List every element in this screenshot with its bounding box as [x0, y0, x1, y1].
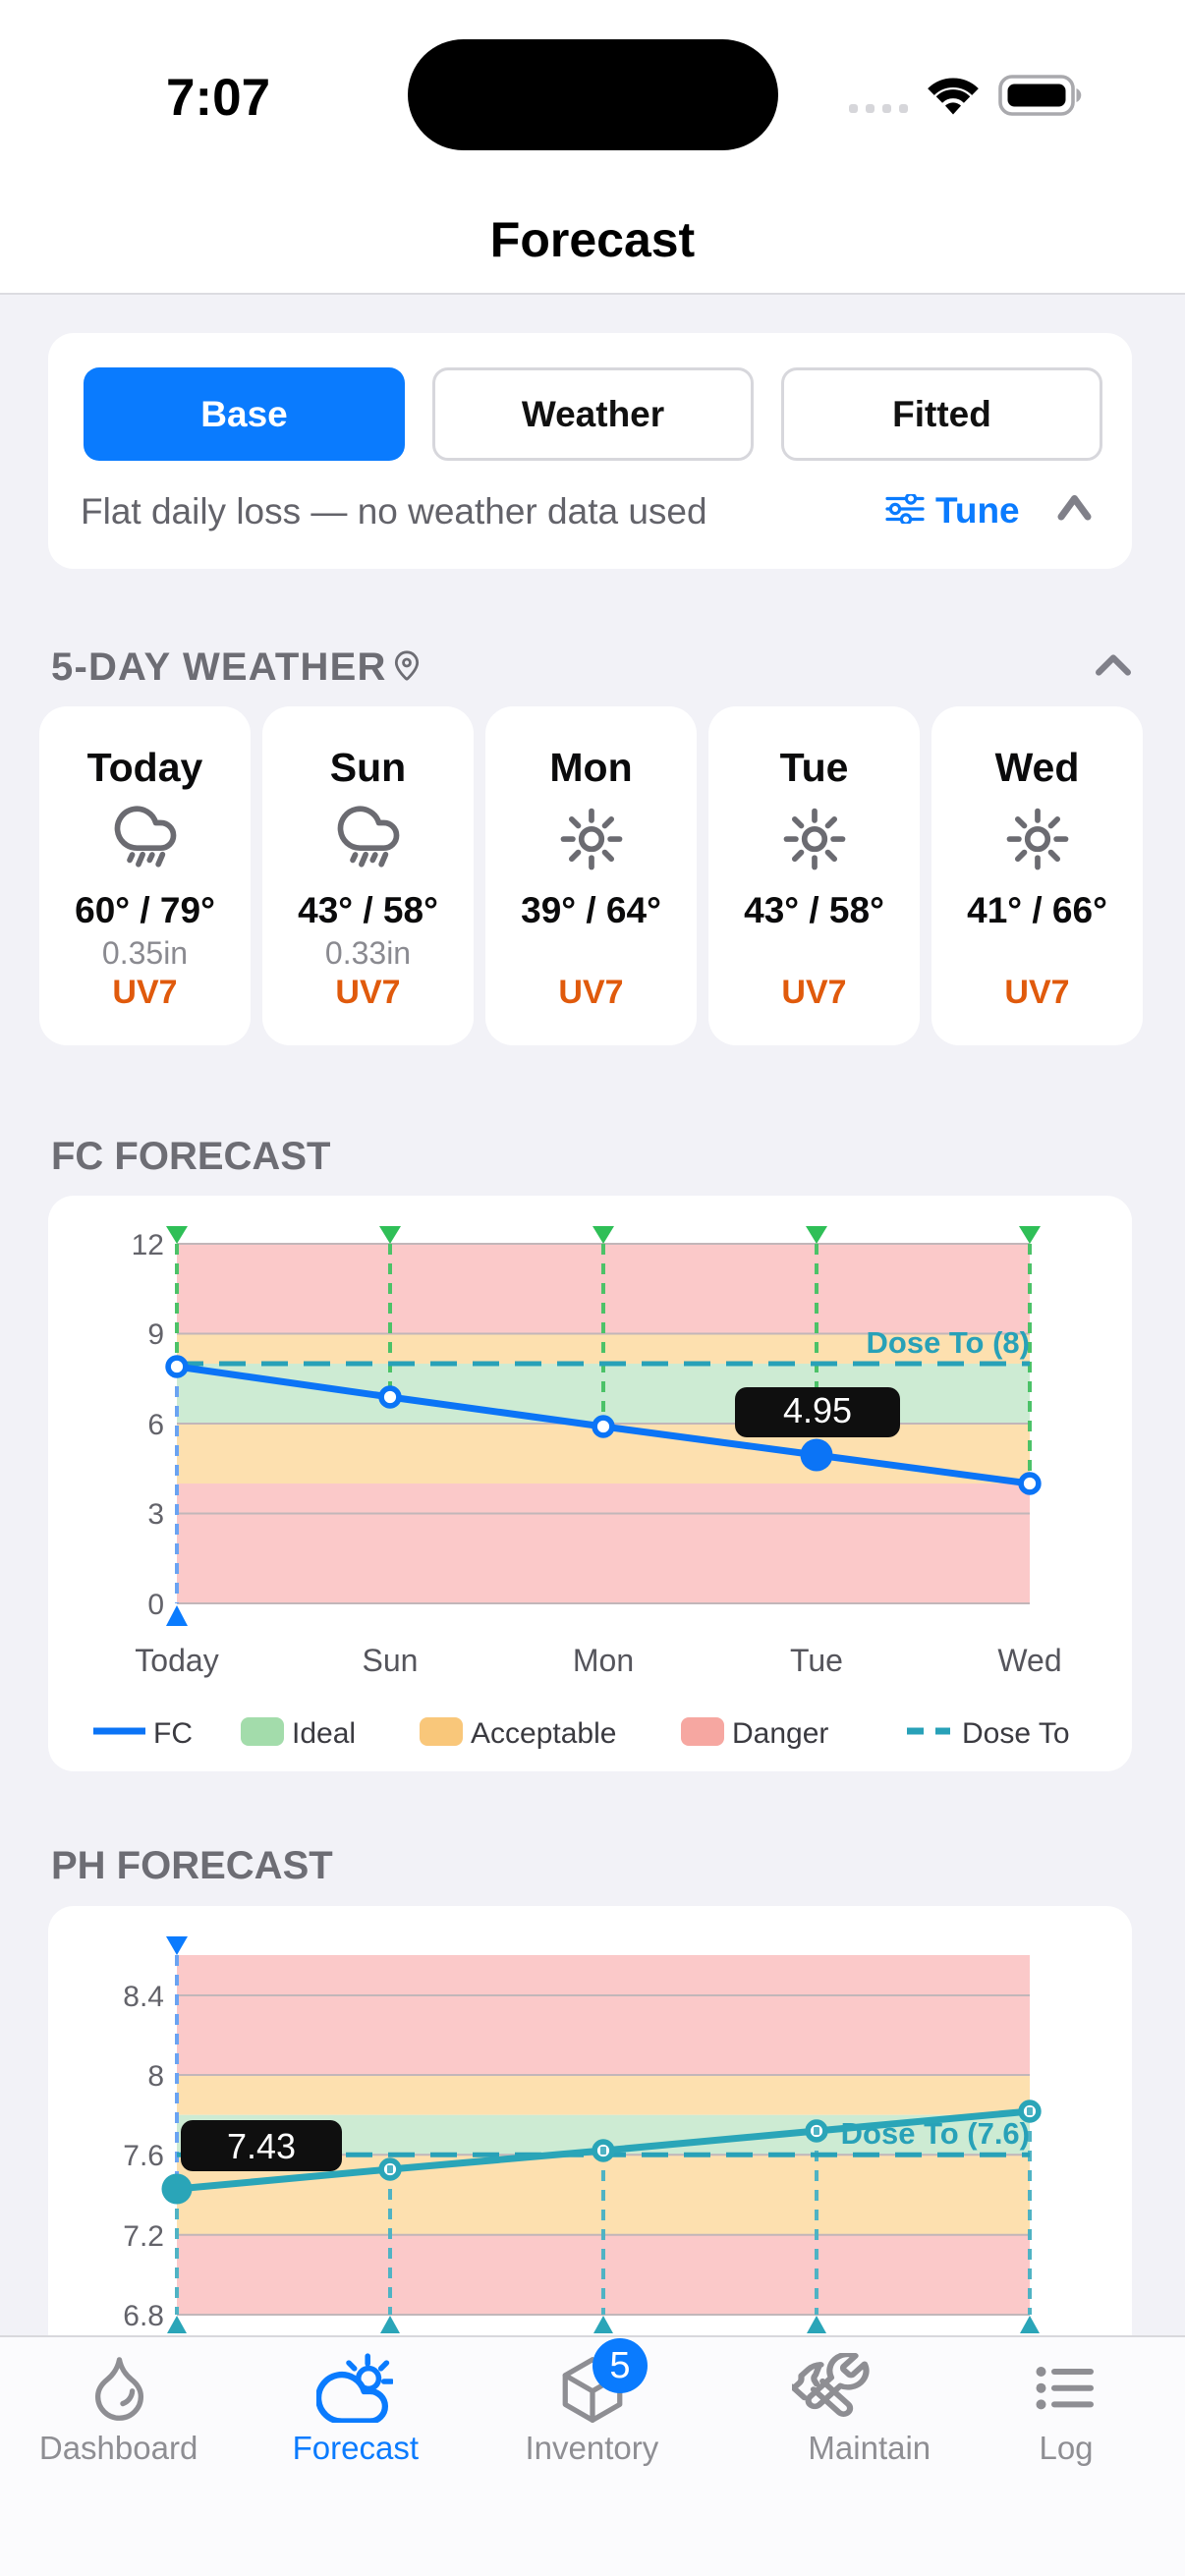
svg-text:Mon: Mon	[573, 1643, 634, 1678]
svg-text:9: 9	[147, 1318, 164, 1351]
svg-text:Sun: Sun	[363, 1643, 419, 1678]
svg-text:6.8: 6.8	[123, 2300, 164, 2332]
svg-text:7.6: 7.6	[123, 2140, 164, 2172]
svg-text:Ideal: Ideal	[292, 1717, 356, 1750]
svg-text:8.4: 8.4	[123, 1981, 164, 2013]
svg-text:Dose To: Dose To	[962, 1717, 1070, 1750]
svg-text:FC: FC	[153, 1717, 193, 1750]
svg-text:Tue: Tue	[790, 1643, 843, 1678]
svg-text:7.2: 7.2	[123, 2220, 164, 2253]
svg-text:6: 6	[147, 1409, 164, 1441]
svg-text:Danger: Danger	[732, 1717, 828, 1750]
svg-text:0: 0	[147, 1589, 164, 1621]
svg-text:Wed: Wed	[997, 1643, 1061, 1678]
svg-text:8: 8	[147, 2060, 164, 2093]
svg-text:4.95: 4.95	[783, 1390, 852, 1430]
svg-text:12: 12	[132, 1229, 164, 1261]
svg-text:Today: Today	[135, 1643, 218, 1678]
svg-text:Dose To (8): Dose To (8)	[867, 1325, 1031, 1360]
svg-text:3: 3	[147, 1498, 164, 1531]
svg-text:Acceptable: Acceptable	[471, 1717, 616, 1750]
svg-text:7.43: 7.43	[227, 2126, 296, 2166]
